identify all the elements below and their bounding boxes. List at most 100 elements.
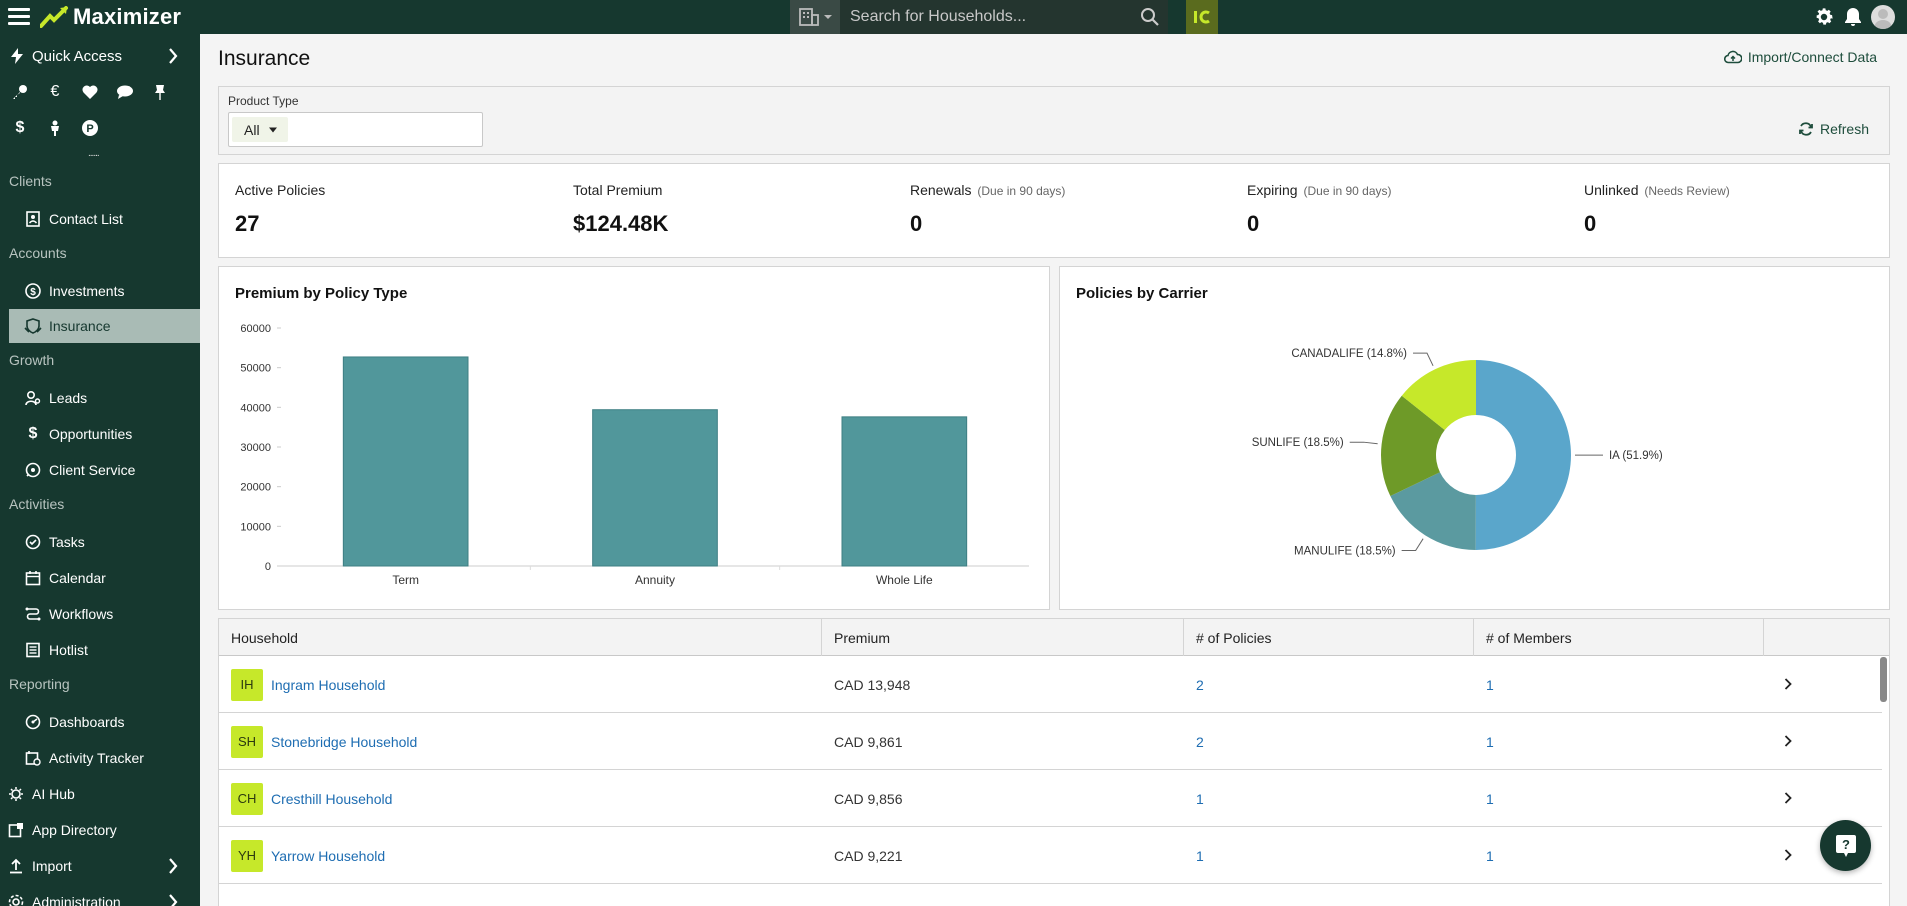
chevron-right-icon xyxy=(169,858,178,874)
column-header-policies[interactable]: # of Policies xyxy=(1184,619,1474,656)
euro-icon[interactable]: € xyxy=(50,83,60,100)
kpi-label: Total Premium xyxy=(573,182,668,198)
kpi-unlinked: Unlinked (Needs Review) 0 xyxy=(1584,182,1730,237)
kpi-label: Unlinked (Needs Review) xyxy=(1584,182,1730,198)
table-row[interactable]: SH Stonebridge Household CAD 9,861 2 1 xyxy=(219,713,1882,770)
sidebar-item-calendar[interactable]: Calendar xyxy=(9,561,200,595)
y-tick-label: 60000 xyxy=(240,323,271,335)
refresh-button[interactable]: Refresh xyxy=(1798,121,1869,137)
top-right-tools xyxy=(1813,0,1895,34)
activity-tracker-icon xyxy=(24,749,42,767)
ai-assistant-button[interactable] xyxy=(1186,0,1218,34)
help-button[interactable]: ? xyxy=(1820,820,1871,871)
sidebar-item-app-directory[interactable]: App Directory xyxy=(0,815,200,845)
chevron-right-icon[interactable] xyxy=(1784,735,1792,747)
sidebar-item-import[interactable]: Import xyxy=(0,851,200,881)
app-directory-icon xyxy=(7,821,25,839)
policies-count-link[interactable]: 1 xyxy=(1196,847,1204,864)
bolt-icon xyxy=(11,48,23,64)
kpi-label-text: Active Policies xyxy=(235,182,326,198)
user-avatar[interactable] xyxy=(1871,5,1895,29)
dollar-icon[interactable]: $ xyxy=(15,119,25,136)
product-type-chip[interactable]: All xyxy=(232,117,288,142)
quick-access-more[interactable]: ...... xyxy=(88,148,100,159)
quick-access-label: Quick Access xyxy=(32,47,123,65)
card-title: Policies by Carrier xyxy=(1076,285,1208,302)
kpi-value: $124.48K xyxy=(573,211,669,236)
x-tick-label: Term xyxy=(392,573,419,587)
sidebar-item-opportunities[interactable]: $ Opportunities xyxy=(9,417,200,451)
households-table: Household Premium # of Policies # of Mem… xyxy=(218,618,1890,906)
policies-count-link[interactable]: 1 xyxy=(1196,790,1204,807)
logo[interactable]: Maximizer xyxy=(40,2,181,32)
key-icon[interactable] xyxy=(10,82,30,102)
heart-icon[interactable] xyxy=(80,82,100,102)
sidebar-item-administration[interactable]: Administration xyxy=(0,887,200,906)
sidebar-item-dashboards[interactable]: Dashboards xyxy=(9,705,200,739)
members-count-link[interactable]: 1 xyxy=(1486,847,1494,864)
top-bar: Maximizer xyxy=(0,0,1907,34)
bar xyxy=(841,416,968,567)
search-input[interactable] xyxy=(850,8,1130,26)
quick-access-toggle[interactable]: Quick Access xyxy=(0,43,200,69)
p-coin-icon[interactable]: P xyxy=(80,118,100,138)
sidebar-item-client-service[interactable]: Client Service xyxy=(9,453,200,487)
members-count-link[interactable]: 1 xyxy=(1486,676,1494,693)
search-scope-dropdown[interactable] xyxy=(790,0,840,34)
sidebar-item-workflows[interactable]: Workflows xyxy=(9,597,200,631)
sidebar-item-hotlist[interactable]: Hotlist xyxy=(9,633,200,667)
ai-icon xyxy=(1194,10,1210,24)
menu-icon[interactable] xyxy=(8,8,30,26)
sidebar-item-contact-list[interactable]: Contact List xyxy=(9,202,200,236)
sidebar-item-activity-tracker[interactable]: Activity Tracker xyxy=(9,741,200,775)
sidebar-item-tasks[interactable]: Tasks xyxy=(9,525,200,559)
kpi-sublabel: (Needs Review) xyxy=(1644,184,1730,198)
administration-icon xyxy=(7,893,25,906)
chevron-right-icon[interactable] xyxy=(1784,849,1792,861)
slice-leader-line xyxy=(1349,441,1378,445)
table-row[interactable]: IH Ingram Household CAD 13,948 2 1 xyxy=(219,656,1882,713)
person-icon[interactable] xyxy=(45,118,65,138)
import-connect-data-button[interactable]: Import/Connect Data xyxy=(1723,49,1877,65)
chat-icon[interactable] xyxy=(115,82,135,102)
slice-label: SUNLIFE (18.5%) xyxy=(1252,437,1344,449)
product-type-value: All xyxy=(244,121,260,138)
policies-count-link[interactable]: 2 xyxy=(1196,676,1204,693)
table-row[interactable]: CH Cresthill Household CAD 9,856 1 1 xyxy=(219,770,1882,827)
kpi-total-premium: Total Premium $124.48K xyxy=(573,182,668,237)
chevron-right-icon[interactable] xyxy=(1784,792,1792,804)
sidebar-item-insurance[interactable]: Insurance xyxy=(9,309,200,343)
filter-panel: Product Type All Refresh xyxy=(218,86,1890,155)
bell-icon[interactable] xyxy=(1843,6,1863,28)
column-header-premium[interactable]: Premium xyxy=(822,619,1184,656)
section-growth: Growth xyxy=(9,352,55,368)
table-scrollbar[interactable] xyxy=(1880,657,1887,702)
svg-text:?: ? xyxy=(1842,837,1850,852)
premium-cell: CAD 9,861 xyxy=(834,733,903,750)
chevron-right-icon xyxy=(169,894,178,906)
members-count-link[interactable]: 1 xyxy=(1486,790,1494,807)
members-count-link[interactable]: 1 xyxy=(1486,733,1494,750)
column-header-household[interactable]: Household xyxy=(219,619,822,656)
chevron-right-icon[interactable] xyxy=(1784,678,1792,690)
sidebar-item-investments[interactable]: $ Investments xyxy=(9,274,200,308)
sidebar-item-label: Client Service xyxy=(49,462,136,478)
sidebar-item-label: Administration xyxy=(32,894,121,906)
bar xyxy=(592,409,718,567)
slice-label: CANADALIFE (14.8%) xyxy=(1291,348,1407,360)
search-icon[interactable] xyxy=(1140,7,1160,27)
product-type-select[interactable]: All xyxy=(228,112,483,147)
sidebar-item-ai-hub[interactable]: AI Hub xyxy=(0,779,200,809)
household-link[interactable]: Ingram Household xyxy=(271,676,386,693)
household-link[interactable]: Cresthill Household xyxy=(271,790,393,807)
pin-icon[interactable] xyxy=(150,82,170,102)
policies-count-link[interactable]: 2 xyxy=(1196,733,1204,750)
gear-icon[interactable] xyxy=(1813,6,1835,28)
household-link[interactable]: Stonebridge Household xyxy=(271,733,418,750)
y-tick-label: 50000 xyxy=(240,363,271,375)
sidebar-item-leads[interactable]: Leads xyxy=(9,381,200,415)
table-row[interactable]: YH Yarrow Household CAD 9,221 1 1 xyxy=(219,827,1882,884)
column-header-members[interactable]: # of Members xyxy=(1474,619,1764,656)
slice-label: MANULIFE (18.5%) xyxy=(1294,546,1396,558)
household-link[interactable]: Yarrow Household xyxy=(271,847,386,864)
